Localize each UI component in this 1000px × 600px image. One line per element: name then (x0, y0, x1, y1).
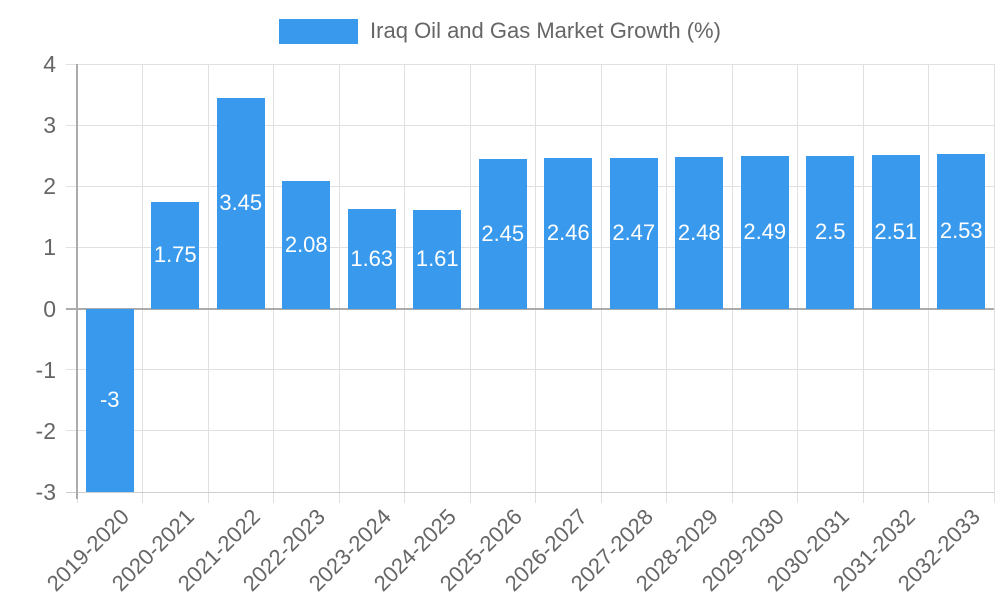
bar-value-label: 2.47 (612, 220, 656, 246)
bar-value-label: 2.08 (284, 231, 328, 257)
x-gridline (207, 64, 209, 492)
legend-label: Iraq Oil and Gas Market Growth (%) (370, 18, 721, 43)
legend-item[interactable]: Iraq Oil and Gas Market Growth (%) (0, 16, 1000, 46)
x-gridline (404, 64, 405, 492)
y-gridline (66, 246, 994, 248)
x-gridline (535, 64, 536, 492)
bar-2021-2022[interactable] (216, 97, 265, 309)
x-gridline (666, 64, 667, 492)
x-tick-mark (993, 492, 995, 503)
bar-value-label: 1.75 (153, 242, 197, 268)
x-tick-mark (207, 492, 209, 503)
x-tick-mark (666, 492, 667, 503)
y-gridline (66, 124, 994, 126)
y-axis-tick-label: 2 (43, 173, 56, 200)
bar-value-label: 2.46 (546, 220, 590, 246)
y-gridline (66, 63, 994, 65)
bar-value-label: 1.63 (350, 245, 394, 271)
bar-value-label: 1.61 (415, 246, 459, 272)
bar-2025-2026[interactable] (478, 158, 527, 309)
y-gridline (66, 491, 994, 493)
bar-2020-2021[interactable] (151, 201, 200, 309)
bar-2022-2023[interactable] (282, 181, 331, 309)
x-tick-mark (797, 492, 798, 503)
y-axis-tick-label: 3 (43, 112, 56, 139)
y-axis-tick-label: -1 (35, 356, 56, 383)
x-gridline (862, 64, 864, 492)
y-gridline (66, 185, 994, 187)
bar-value-label: 2.48 (677, 219, 721, 245)
y-axis-tick-label: 4 (43, 51, 56, 77)
x-tick-mark (142, 492, 143, 503)
bar-2023-2024[interactable] (347, 208, 396, 309)
x-tick-mark (404, 492, 405, 503)
x-tick-mark (535, 492, 536, 503)
bar-value-label: 3.45 (219, 190, 263, 216)
bar-value-label: 2.53 (939, 218, 983, 244)
bar-value-label: 2.49 (743, 219, 787, 245)
bar-value-label: 2.5 (814, 219, 846, 245)
bar-value-label: 2.45 (481, 220, 525, 246)
bar-2028-2029[interactable] (675, 156, 724, 309)
bar-2019-2020[interactable] (85, 308, 134, 492)
bar-2027-2028[interactable] (609, 157, 658, 309)
x-gridline (993, 64, 995, 492)
x-tick-mark (862, 492, 864, 503)
x-tick-mark (731, 492, 733, 503)
x-gridline (928, 64, 929, 492)
zero-line (66, 307, 994, 310)
x-gridline (731, 64, 733, 492)
y-gridline (66, 369, 994, 371)
x-gridline (600, 64, 602, 492)
bar-2024-2025[interactable] (413, 210, 462, 309)
bar-2032-2033[interactable] (937, 153, 986, 309)
x-tick-mark (600, 492, 602, 503)
bar-2030-2031[interactable] (806, 155, 855, 309)
legend-swatch (279, 18, 359, 44)
x-gridline (142, 64, 143, 492)
x-gridline (469, 64, 471, 492)
bar-value-label: 2.51 (874, 218, 918, 244)
bar-2029-2030[interactable] (740, 156, 789, 309)
y-axis-tick-label: -2 (35, 417, 56, 444)
bar-2031-2032[interactable] (871, 155, 920, 309)
x-gridline (797, 64, 798, 492)
y-axis-tick-label: -3 (35, 479, 56, 505)
x-tick-mark (928, 492, 929, 503)
x-tick-mark (338, 492, 340, 503)
bar-2026-2027[interactable] (544, 158, 593, 309)
y-gridline (66, 430, 994, 432)
bar-value-label: -3 (99, 387, 120, 413)
y-axis-line (76, 64, 78, 499)
y-axis-tick-label: 1 (43, 234, 56, 261)
x-tick-mark (469, 492, 471, 503)
x-gridline (273, 64, 274, 492)
y-axis-tick-label: 0 (43, 295, 56, 322)
x-tick-mark (273, 492, 274, 503)
x-gridline (338, 64, 340, 492)
